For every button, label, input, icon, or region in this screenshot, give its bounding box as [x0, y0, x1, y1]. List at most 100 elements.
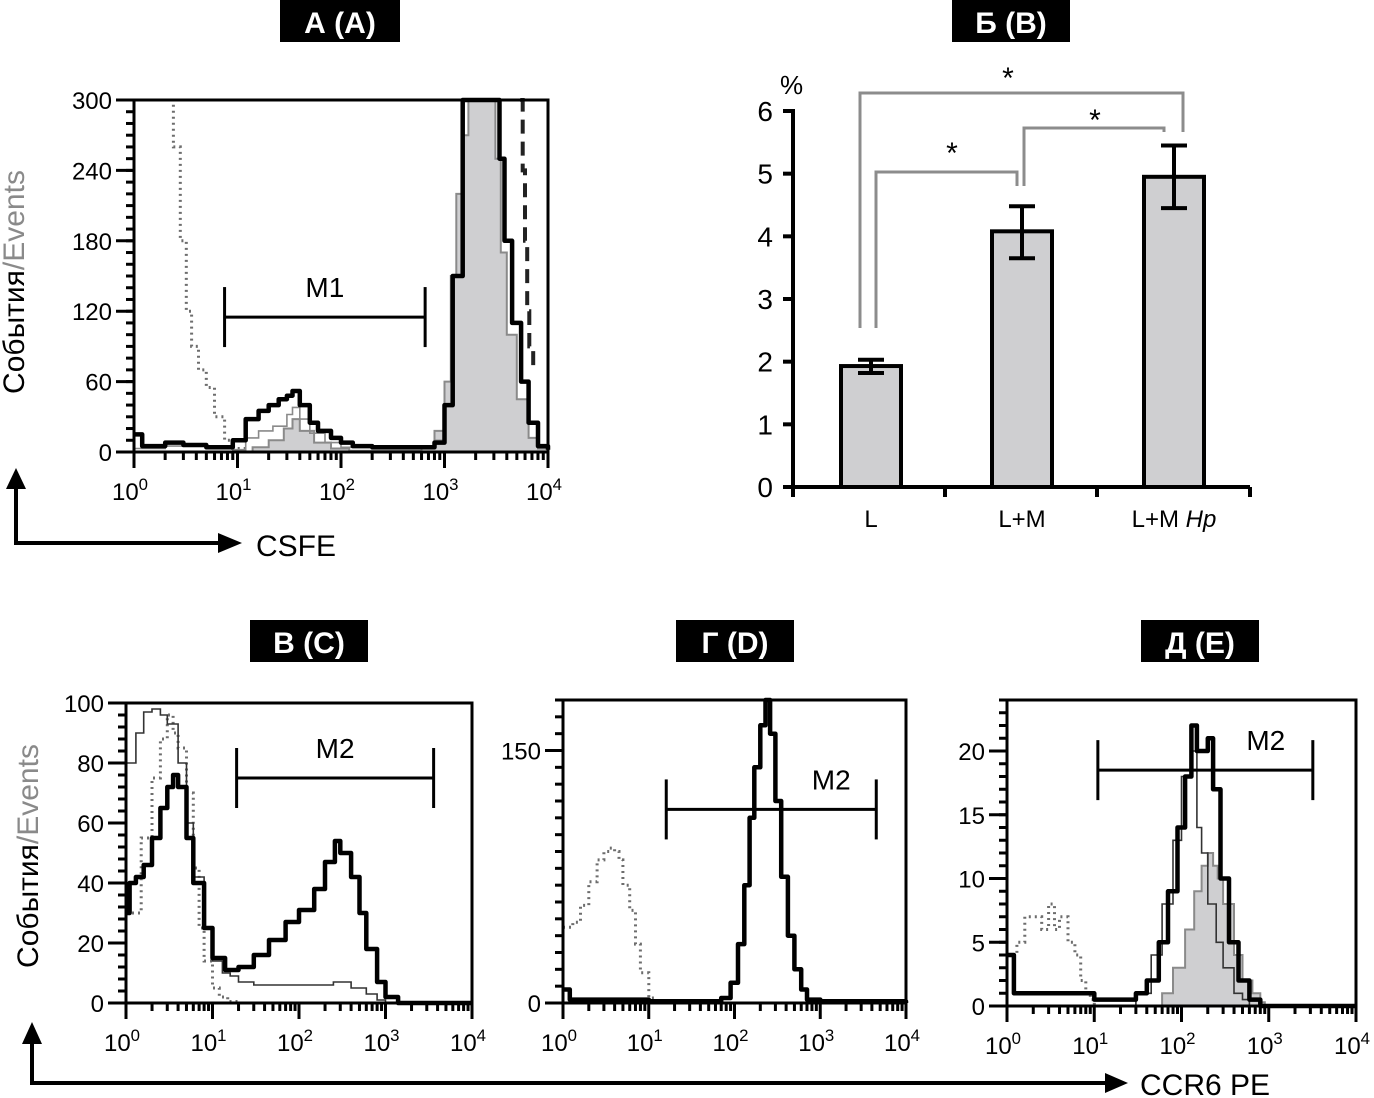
bracket-l-lm — [874, 170, 1019, 328]
y-tick-label: 0 — [99, 440, 112, 467]
x-tick-exponent: 1 — [1099, 1029, 1108, 1048]
x-tick-base: 10 — [526, 479, 553, 506]
marker-m2: M2 — [235, 733, 436, 808]
category-label: L+M — [998, 506, 1045, 533]
chart-e-frame — [1005, 698, 1358, 1008]
panel-d-title-text: Г (D) — [702, 627, 769, 660]
category-label: L+M Hp — [1132, 506, 1217, 533]
x-tick-exponent: 4 — [1361, 1029, 1370, 1048]
x-tick-base: 10 — [985, 1033, 1012, 1060]
bar-2 — [1142, 174, 1206, 490]
x-tick-label: 100 — [112, 475, 148, 506]
y-tick-label: 3 — [757, 284, 773, 315]
panel-d-title: Г (D) — [676, 620, 794, 662]
x-tick-label: 102 — [712, 1026, 748, 1057]
panel-e-title-text: Д (E) — [1165, 627, 1235, 660]
chart-a-series-1 — [134, 97, 551, 450]
x-tick-label: 101 — [190, 1026, 226, 1057]
category-label-main: L — [864, 506, 877, 533]
x-tick-label: 103 — [1247, 1029, 1283, 1060]
y-axis-label: % — [780, 70, 803, 100]
y-tick-label: 0 — [972, 994, 985, 1021]
arrow-up-icon — [22, 1022, 42, 1044]
x-tick-label: 101 — [215, 475, 251, 506]
y-tick-label: 300 — [72, 88, 112, 115]
arrow-right-icon — [218, 533, 242, 553]
x-tick-base: 10 — [319, 479, 346, 506]
arrow-up-icon — [6, 468, 26, 489]
x-tick-exponent: 0 — [568, 1026, 577, 1045]
x-tick-base: 10 — [277, 1030, 304, 1057]
y-tick-label: 10 — [958, 867, 985, 894]
marker-m2: M2 — [1096, 725, 1315, 801]
x-tick-label: 100 — [541, 1026, 577, 1057]
x-tick-base: 10 — [1159, 1033, 1186, 1060]
y-tick-label: 0 — [91, 991, 104, 1018]
x-tick-exponent: 2 — [1186, 1029, 1195, 1048]
chart-e-series-2 — [1007, 750, 1356, 1007]
x-tick-exponent: 0 — [131, 1026, 140, 1045]
bar-1 — [990, 229, 1054, 489]
panel-a-title: А (A) — [280, 0, 400, 42]
xlabel-ccr6: CCR6 PE — [1140, 1069, 1270, 1098]
marker-m2: M2 — [664, 764, 878, 840]
y-tick-label: 100 — [64, 691, 104, 718]
y-tick-label: 5 — [972, 930, 985, 957]
chart-a-series-4 — [520, 98, 536, 370]
x-tick-label: 104 — [1334, 1029, 1370, 1060]
chart-a-series-0 — [136, 98, 248, 452]
panel-c-title-text: В (C) — [273, 627, 345, 660]
chart-d-frame — [561, 698, 908, 1005]
y-tick-label: 0 — [757, 472, 773, 503]
x-tick-label: 104 — [450, 1026, 486, 1057]
chart-d-series-0 — [563, 846, 906, 1005]
y-tick-label: 60 — [85, 370, 112, 397]
y-tick-label: 1 — [757, 409, 773, 440]
chart-c-series-1 — [126, 708, 387, 1003]
marker-label: M2 — [1246, 725, 1285, 756]
panel-e-title: Д (E) — [1141, 620, 1259, 662]
x-tick-label: 102 — [277, 1026, 313, 1057]
y-tick-label: 240 — [72, 158, 112, 185]
x-tick-exponent: 3 — [390, 1026, 399, 1045]
y-tick-label: 5 — [757, 159, 773, 190]
x-tick-base: 10 — [798, 1030, 825, 1057]
x-tick-base: 10 — [422, 479, 449, 506]
ylabel-bottom: События/Events — [12, 744, 45, 968]
xlabel-csfe: CSFE — [256, 530, 336, 563]
significance-star: * — [1089, 104, 1101, 137]
x-tick-label: 103 — [422, 475, 458, 506]
arrow-right-icon — [1105, 1073, 1128, 1093]
axis-arrow-top — [6, 468, 242, 553]
x-tick-exponent: 1 — [653, 1026, 662, 1045]
y-tick-label: 150 — [501, 739, 541, 766]
bracket-l-lmhp — [858, 91, 1185, 328]
marker-label: M2 — [812, 764, 851, 795]
bracket-lm-lmhp — [1022, 126, 1166, 186]
x-tick-base: 10 — [112, 479, 139, 506]
x-tick-label: 104 — [884, 1026, 920, 1057]
x-tick-exponent: 3 — [1273, 1029, 1282, 1048]
axis-arrow-bottom — [22, 1022, 1128, 1093]
y-tick-label: 0 — [528, 991, 541, 1018]
x-tick-exponent: 3 — [449, 475, 458, 494]
significance-star: * — [946, 137, 958, 170]
y-tick-label: 6 — [757, 96, 773, 127]
x-tick-exponent: 2 — [346, 475, 355, 494]
x-tick-base: 10 — [104, 1030, 131, 1057]
y-tick-label: 120 — [72, 299, 112, 326]
category-label-main: L+M — [998, 506, 1045, 533]
y-tick-label: 80 — [77, 751, 104, 778]
x-tick-base: 10 — [190, 1030, 217, 1057]
panel-c-title: В (C) — [250, 620, 368, 662]
marker-m1: M1 — [223, 272, 427, 348]
marker-label: M1 — [305, 272, 344, 303]
y-tick-label: 2 — [757, 347, 773, 378]
y-tick-label: 15 — [958, 803, 985, 830]
x-tick-base: 10 — [712, 1030, 739, 1057]
